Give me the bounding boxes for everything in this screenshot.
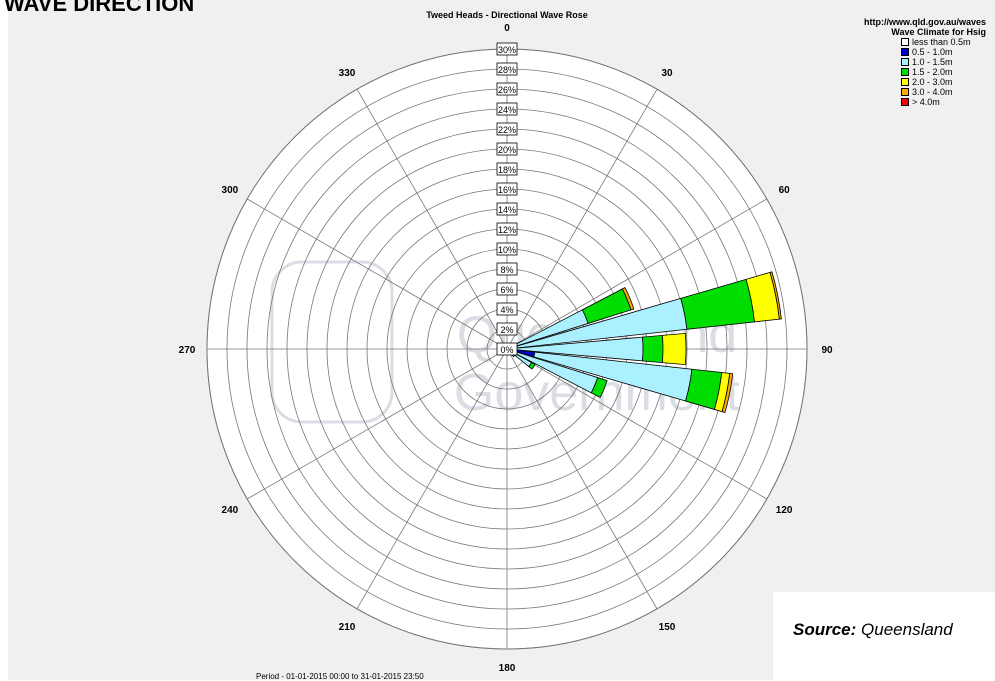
legend-label: 3.0 - 4.0m bbox=[912, 87, 953, 97]
radial-tick-label: 16% bbox=[498, 185, 516, 195]
direction-label: 300 bbox=[222, 185, 239, 196]
radial-tick-box bbox=[496, 202, 518, 216]
legend-item: less than 0.5m bbox=[901, 37, 986, 47]
grid-spoke bbox=[246, 348, 508, 500]
grid-spoke bbox=[506, 198, 768, 350]
legend-title: Wave Climate for Hsig bbox=[891, 27, 986, 37]
rose-wedge bbox=[769, 271, 782, 320]
radial-tick-box bbox=[496, 42, 518, 56]
page-heading: WAVE DIRECTION bbox=[4, 0, 195, 16]
radial-tick-box bbox=[496, 122, 518, 136]
radial-tick-box bbox=[496, 242, 518, 256]
radial-tick-box bbox=[496, 282, 518, 296]
radial-tick-label: 6% bbox=[500, 285, 513, 295]
legend-swatch bbox=[901, 58, 909, 66]
radial-tick-box bbox=[496, 142, 518, 156]
grid-spoke bbox=[506, 348, 768, 500]
legend-swatch bbox=[901, 68, 909, 76]
radial-tick-box bbox=[496, 342, 518, 356]
legend-label: 1.5 - 2.0m bbox=[912, 67, 953, 77]
radial-tick-box bbox=[496, 262, 518, 276]
radial-tick-box bbox=[496, 302, 518, 316]
radial-tick-label: 20% bbox=[498, 145, 516, 155]
source-text: Queensland bbox=[861, 620, 953, 639]
legend-swatch bbox=[901, 48, 909, 56]
grid-spoke bbox=[506, 348, 658, 610]
radial-tick-label: 30% bbox=[498, 45, 516, 55]
chart-title: Tweed Heads - Directional Wave Rose bbox=[426, 10, 588, 20]
direction-label: 180 bbox=[499, 663, 516, 674]
legend-item: 1.5 - 2.0m bbox=[901, 67, 986, 77]
radial-tick-label: 0% bbox=[500, 345, 513, 355]
rose-wedge bbox=[528, 361, 536, 370]
watermark-crest bbox=[270, 260, 394, 424]
legend-item: 3.0 - 4.0m bbox=[901, 87, 986, 97]
rose-wedge bbox=[721, 372, 734, 414]
source-credit: Source: Queensland bbox=[793, 620, 953, 640]
radial-tick-box bbox=[496, 102, 518, 116]
legend-label: 0.5 - 1.0m bbox=[912, 47, 953, 57]
radial-tick-label: 18% bbox=[498, 165, 516, 175]
legend-items: less than 0.5m 0.5 - 1.0m 1.0 - 1.5m 1.5 - … bbox=[836, 37, 986, 107]
rose-wedge bbox=[621, 287, 635, 311]
legend-swatch bbox=[901, 78, 909, 86]
rose-wedge bbox=[661, 332, 687, 366]
legend-item: 1.0 - 1.5m bbox=[901, 57, 986, 67]
direction-label: 60 bbox=[779, 185, 791, 196]
legend-swatch bbox=[901, 98, 909, 106]
grid-spoke bbox=[356, 88, 508, 350]
radial-tick-box bbox=[496, 82, 518, 96]
direction-label: 210 bbox=[339, 622, 356, 633]
legend-label: 2.0 - 3.0m bbox=[912, 77, 953, 87]
legend-item: > 4.0m bbox=[901, 97, 986, 107]
direction-label: 330 bbox=[339, 68, 356, 79]
radial-tick-box bbox=[496, 62, 518, 76]
radial-tick-label: 12% bbox=[498, 225, 516, 235]
radial-tick-label: 10% bbox=[498, 245, 516, 255]
direction-label: 30 bbox=[661, 68, 673, 79]
legend-swatch bbox=[901, 38, 909, 46]
radial-tick-box bbox=[496, 162, 518, 176]
grid-spoke bbox=[356, 348, 508, 610]
rose-wedge bbox=[590, 377, 608, 399]
legend-swatch bbox=[901, 88, 909, 96]
chart-period: Period - 01-01-2015 00:00 to 31-01-2015 … bbox=[256, 672, 424, 681]
direction-label: 120 bbox=[776, 505, 793, 516]
grid-spoke bbox=[506, 88, 658, 350]
radial-tick-box bbox=[496, 222, 518, 236]
direction-label: 150 bbox=[659, 622, 676, 633]
radial-tick-box bbox=[496, 322, 518, 336]
direction-label: 270 bbox=[179, 345, 196, 356]
radial-tick-label: 14% bbox=[498, 205, 516, 215]
legend-label: 1.0 - 1.5m bbox=[912, 57, 953, 67]
radial-tick-box bbox=[496, 182, 518, 196]
radial-tick-label: 22% bbox=[498, 125, 516, 135]
radial-tick-label: 4% bbox=[500, 305, 513, 315]
radial-tick-label: 2% bbox=[500, 325, 513, 335]
direction-label: 0 bbox=[504, 23, 510, 34]
direction-label: 240 bbox=[222, 505, 239, 516]
direction-label: 90 bbox=[821, 345, 833, 356]
radial-tick-label: 8% bbox=[500, 265, 513, 275]
source-box: Source: Queensland bbox=[773, 592, 995, 680]
grid-spoke bbox=[246, 198, 508, 350]
legend-url[interactable]: http://www.qld.gov.au/waves bbox=[863, 17, 986, 27]
legend-item: 2.0 - 3.0m bbox=[901, 77, 986, 87]
legend-label: less than 0.5m bbox=[912, 37, 971, 47]
rose-wedge bbox=[642, 334, 664, 364]
source-label: Source: bbox=[793, 620, 857, 639]
legend: http://www.qld.gov.au/waves Wave Climate… bbox=[836, 17, 986, 107]
radial-tick-label: 26% bbox=[498, 85, 516, 95]
legend-label: > 4.0m bbox=[912, 97, 940, 107]
legend-item: 0.5 - 1.0m bbox=[901, 47, 986, 57]
radial-tick-label: 28% bbox=[498, 65, 516, 75]
radial-tick-label: 24% bbox=[498, 105, 516, 115]
